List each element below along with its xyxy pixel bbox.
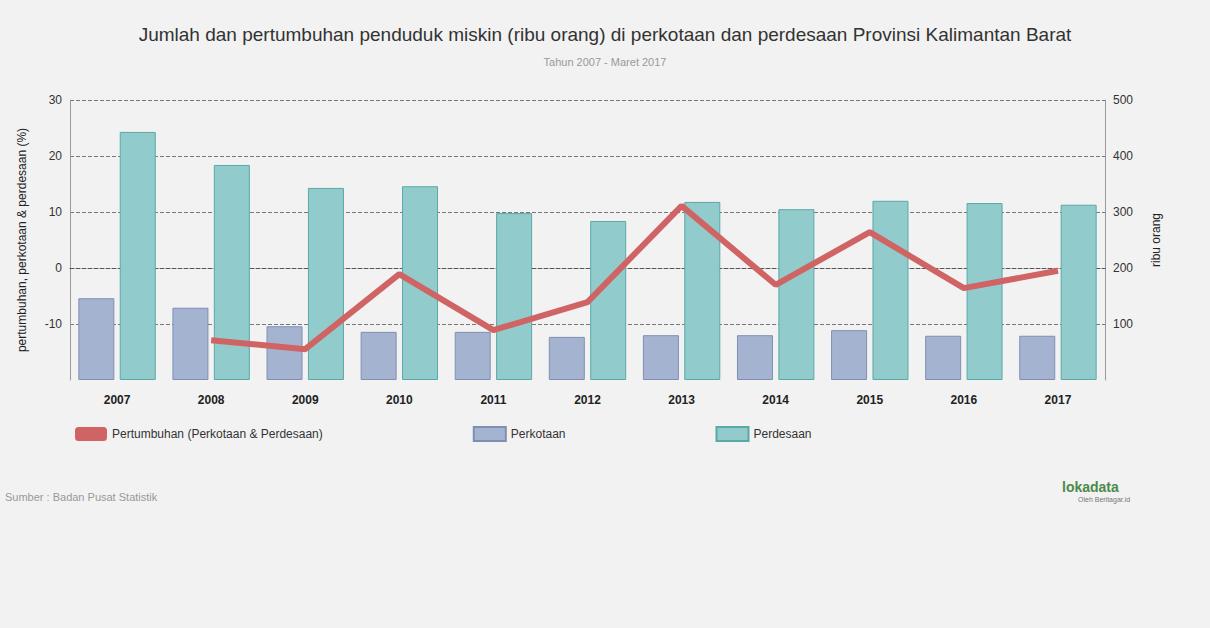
svg-text:500: 500 (1113, 93, 1133, 107)
svg-text:2014: 2014 (762, 393, 789, 407)
svg-text:2015: 2015 (856, 393, 883, 407)
svg-text:100: 100 (1113, 317, 1133, 331)
svg-text:200: 200 (1113, 261, 1133, 275)
svg-text:Jumlah dan pertumbuhan pendudu: Jumlah dan pertumbuhan penduduk miskin (… (139, 24, 1072, 45)
svg-text:lokadata: lokadata (1062, 479, 1119, 495)
svg-text:2017: 2017 (1045, 393, 1072, 407)
svg-text:2010: 2010 (386, 393, 413, 407)
svg-text:300: 300 (1113, 205, 1133, 219)
svg-text:Oleh Beritagar.id: Oleh Beritagar.id (1078, 496, 1130, 504)
svg-text:2013: 2013 (668, 393, 695, 407)
svg-text:0: 0 (55, 261, 62, 275)
svg-text:2012: 2012 (574, 393, 601, 407)
svg-text:-10: -10 (45, 317, 63, 331)
svg-text:Tahun 2007 - Maret 2017: Tahun 2007 - Maret 2017 (544, 56, 667, 68)
svg-text:Perkotaan: Perkotaan (511, 427, 566, 441)
svg-text:Perdesaan: Perdesaan (753, 427, 811, 441)
svg-text:ribu orang: ribu orang (1149, 213, 1163, 267)
svg-text:2011: 2011 (480, 393, 506, 407)
svg-text:2008: 2008 (198, 393, 225, 407)
svg-text:400: 400 (1113, 149, 1133, 163)
svg-text:30: 30 (49, 93, 63, 107)
svg-text:2016: 2016 (951, 393, 978, 407)
svg-text:20: 20 (49, 149, 63, 163)
svg-text:2007: 2007 (104, 393, 131, 407)
svg-text:10: 10 (49, 205, 63, 219)
svg-text:2009: 2009 (292, 393, 319, 407)
svg-text:Sumber : Badan Pusat Statistik: Sumber : Badan Pusat Statistik (5, 491, 158, 503)
svg-text:Pertumbuhan (Perkotaan & Perde: Pertumbuhan (Perkotaan & Perdesaan) (112, 427, 323, 441)
svg-text:pertumbuhan, perkotaan & perde: pertumbuhan, perkotaan & perdesaan (%) (15, 128, 29, 352)
